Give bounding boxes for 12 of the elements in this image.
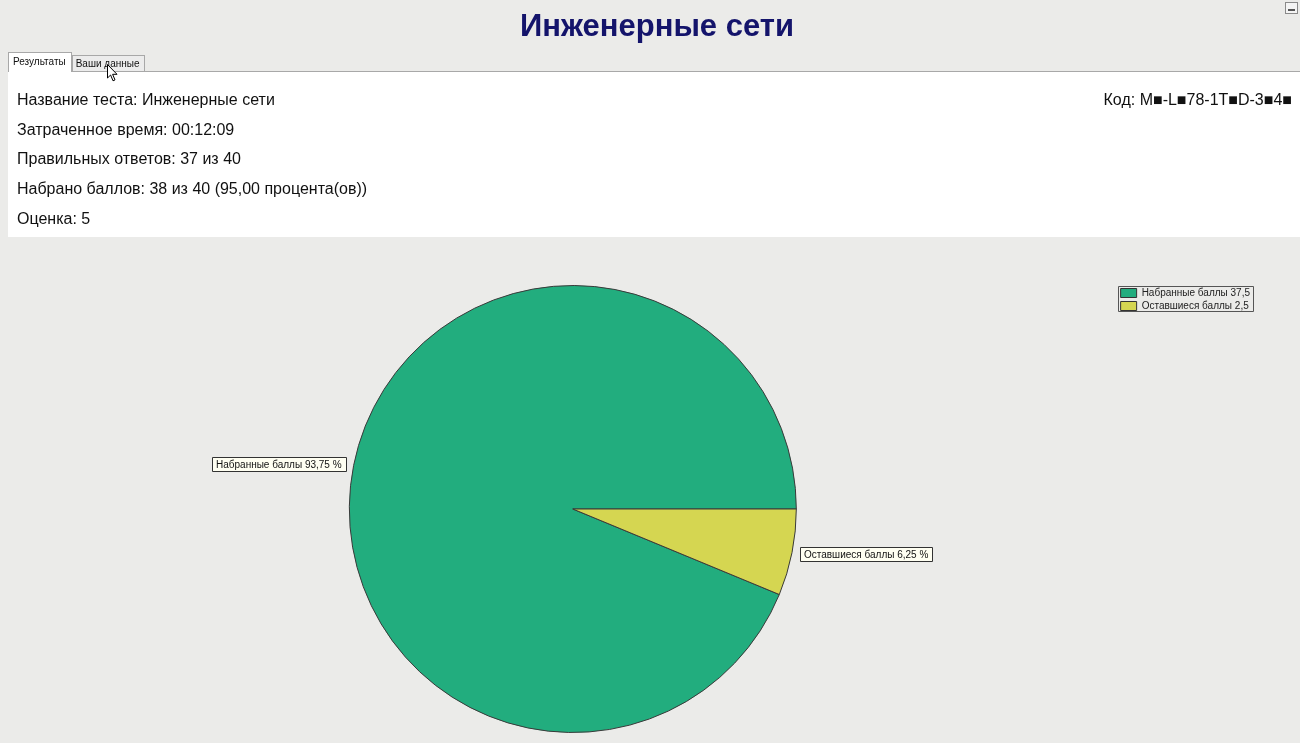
data-label: Набранные баллы 93,75 % (216, 458, 342, 470)
text: Затраченное время: 00:12:09 (17, 120, 235, 139)
data-label: Оставшиеся баллы 6,25 % (804, 548, 929, 560)
text: Набрано баллов: 38 из 40 (95,00 процента(ов)) (17, 180, 368, 199)
text: Код: M■-L■78-1T■D-3■4■ (1103, 91, 1292, 109)
text: Название теста: Инженерные сети (17, 91, 275, 109)
legend-label: Набранные баллы 37,5 (1141, 286, 1251, 298)
text: Оценка: 5 (17, 209, 91, 228)
chart-title: Инженерные сети (518, 8, 796, 44)
text: Правильных ответов: 37 из 40 (17, 150, 241, 169)
tab: Результаты (8, 52, 72, 72)
legend-label: Оставшиеся баллы 2,5 (1141, 299, 1250, 311)
